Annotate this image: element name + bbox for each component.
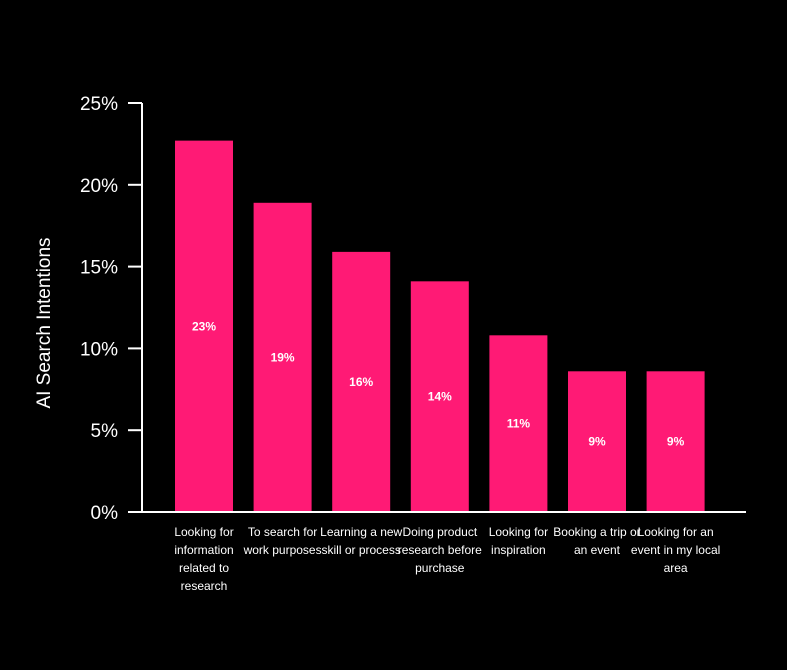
bar	[568, 371, 626, 512]
y-tick-label: 5%	[91, 421, 119, 442]
bar	[253, 202, 312, 512]
y-tick-label: 25%	[80, 94, 118, 115]
y-tick-label: 15%	[80, 258, 118, 279]
data-label: 11%	[507, 417, 531, 431]
bars	[175, 140, 705, 513]
bar	[646, 371, 705, 512]
x-tick-label: To search for work purposes	[243, 525, 322, 557]
x-tick-label: Looking for an event in my local area	[630, 525, 721, 575]
y-tick-label: 20%	[80, 176, 118, 197]
y-axis: 0% 5% 10% 15% 20% 25%	[80, 94, 142, 524]
x-tick-label: Booking a trip or an event	[553, 525, 641, 557]
x-tick-label: Looking for information related to resea…	[174, 525, 234, 593]
x-tick-label: Doing product research before purchase	[397, 525, 482, 575]
bar	[410, 281, 469, 512]
y-axis-label: AI Search Intentions	[34, 237, 55, 408]
x-tick-label: Looking for inspiration	[488, 525, 549, 557]
data-label: 19%	[271, 350, 295, 364]
y-tick-label: 0%	[91, 503, 119, 524]
x-tick-label: Learning a new skill or process	[320, 525, 403, 557]
data-label: 16%	[349, 375, 373, 389]
bar	[332, 251, 391, 512]
data-labels: 23% 19% 16% 14% 11% 9% 9%	[192, 319, 685, 448]
data-label: 9%	[667, 435, 685, 449]
data-label: 14%	[428, 390, 452, 404]
y-tick-label: 10%	[80, 339, 118, 360]
bar	[175, 140, 233, 513]
data-label: 23%	[192, 319, 216, 333]
bar	[489, 335, 548, 512]
data-label: 9%	[588, 435, 606, 449]
